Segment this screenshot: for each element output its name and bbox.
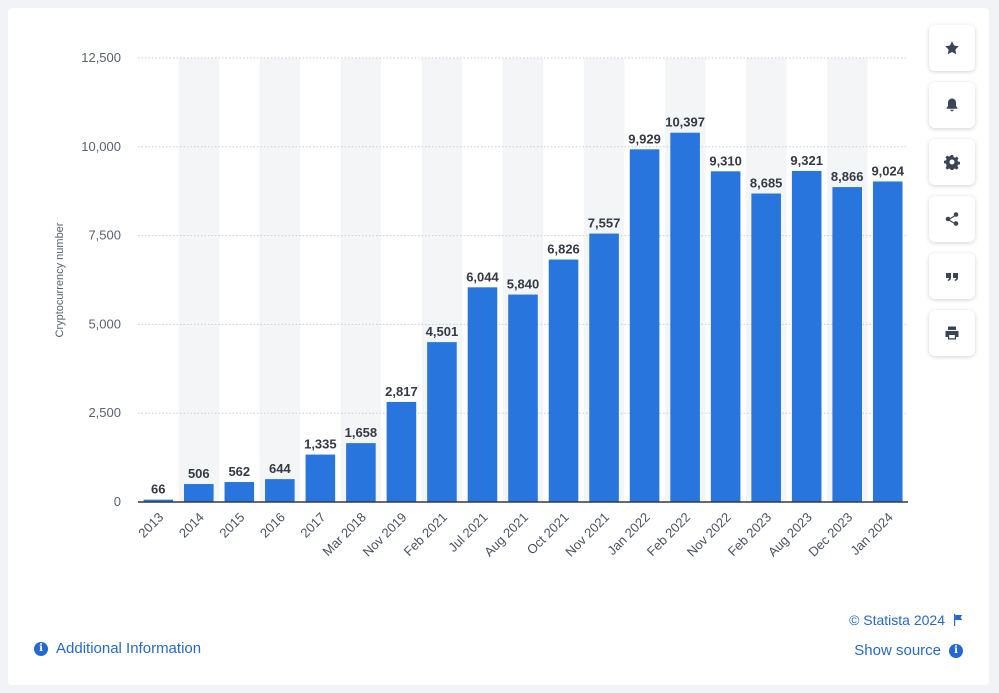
info-icon: i [949, 643, 963, 658]
flag-icon [954, 614, 963, 626]
notification-button[interactable] [929, 82, 975, 128]
quote-icon [946, 273, 958, 281]
x-tick-label: Jan 2024 [847, 510, 895, 558]
data-label: 9,024 [871, 163, 904, 178]
column-stripe [259, 58, 301, 502]
x-tick-label: 2015 [216, 510, 247, 541]
bar [183, 484, 214, 502]
x-tick-label: 2014 [176, 510, 207, 541]
data-label: 66 [151, 482, 165, 497]
data-label: 4,501 [426, 324, 459, 339]
data-label: 6,044 [466, 269, 499, 284]
data-label: 6,826 [547, 242, 580, 257]
data-label: 9,310 [709, 153, 742, 168]
bar [508, 294, 538, 502]
x-tick-label: 2013 [135, 510, 166, 541]
data-label: 5,840 [507, 277, 540, 292]
favorite-button[interactable] [929, 25, 975, 71]
data-label: 562 [228, 464, 250, 479]
bell-icon [946, 98, 958, 112]
cite-button[interactable] [929, 253, 975, 299]
data-label: 8,866 [831, 169, 864, 184]
chart-card: 0 2,500 5,000 7,500 10,000 12,500 Cryptocurren… [8, 8, 989, 685]
additional-information-label: Additional Information [56, 640, 202, 657]
bar [427, 342, 457, 502]
data-label: 7,557 [588, 216, 621, 231]
bar [872, 181, 903, 502]
share-icon [945, 212, 959, 226]
bar [548, 259, 579, 502]
x-tick-label: Nov 2021 [562, 510, 612, 560]
bar [265, 479, 295, 502]
bar [224, 482, 255, 502]
x-tick-label: Aug 2021 [481, 510, 531, 560]
bar [629, 149, 660, 503]
settings-button[interactable] [929, 139, 975, 185]
share-button[interactable] [929, 196, 975, 242]
data-label: 10,397 [665, 115, 705, 130]
y-tick-label: 10,000 [81, 139, 121, 154]
bar-chart: 0 2,500 5,000 7,500 10,000 12,500 Cryptocurren… [54, 50, 908, 560]
x-tick-label: 2016 [257, 510, 288, 541]
x-tick-label: Feb 2021 [401, 510, 450, 559]
y-tick-label: 7,500 [88, 228, 121, 243]
bar [386, 401, 417, 502]
chart-toolbar [929, 25, 977, 367]
star-icon [945, 41, 959, 55]
data-label: 9,321 [790, 153, 823, 168]
column-stripe [178, 58, 220, 502]
bar [791, 170, 822, 502]
show-source-link[interactable]: Show source i [854, 642, 963, 659]
bar [305, 454, 336, 502]
credit-label: © Statista 2024 [849, 612, 945, 628]
data-label: 9,929 [628, 131, 661, 146]
printer-icon [945, 326, 959, 340]
data-label: 8,685 [750, 176, 783, 191]
statista-credit[interactable]: © Statista 2024 [849, 612, 963, 628]
data-label: 2,817 [385, 384, 418, 399]
x-tick-label: Nov 2022 [684, 510, 734, 560]
info-icon: i [34, 641, 48, 656]
y-axis-title: Cryptocurrency number [54, 222, 66, 337]
bar [710, 171, 741, 502]
x-tick-label: Nov 2019 [360, 510, 410, 560]
data-label: 1,658 [345, 425, 378, 440]
bar [346, 443, 376, 502]
y-tick-label: 2,500 [88, 405, 121, 420]
x-tick-label: 2017 [297, 510, 328, 541]
bar [143, 499, 174, 502]
x-tick-label: Dec 2023 [805, 510, 855, 560]
show-source-label: Show source [854, 642, 941, 659]
y-tick-label: 0 [114, 494, 121, 509]
bar [670, 132, 700, 503]
additional-information-link[interactable]: i Additional Information [34, 640, 201, 657]
gear-icon [944, 155, 960, 170]
print-button[interactable] [929, 310, 975, 356]
bar [589, 233, 619, 502]
bar [751, 193, 781, 503]
data-label: 1,335 [304, 437, 337, 452]
y-tick-label: 12,500 [81, 50, 121, 65]
y-tick-label: 5,000 [88, 316, 121, 331]
data-label: 644 [269, 461, 291, 476]
data-label: 506 [188, 466, 210, 481]
bar [467, 287, 498, 502]
bar [832, 187, 863, 502]
column-stripe [340, 58, 382, 502]
